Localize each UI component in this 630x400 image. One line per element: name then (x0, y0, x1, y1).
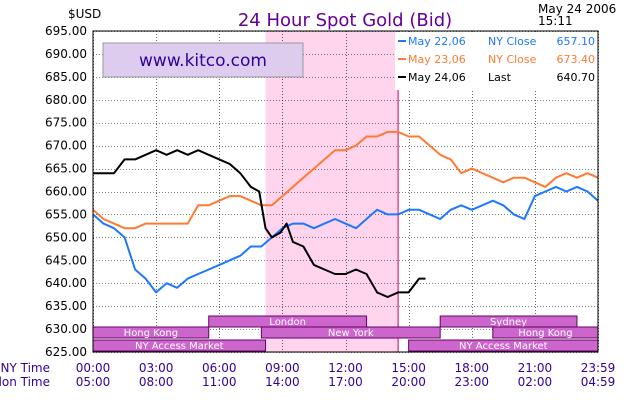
y-tick-label: 660.00 (45, 185, 87, 199)
x-tick-label: 20:00 (391, 375, 426, 389)
x-tick-label: 23:00 (454, 375, 489, 389)
ny-session-band (265, 31, 399, 352)
y-tick-label: 655.00 (45, 207, 87, 221)
x-tick-label: 03:00 (139, 361, 174, 375)
y-tick-label: 630.00 (45, 322, 87, 336)
x-tick-label: 00:00 (76, 361, 111, 375)
series-lines (92, 130, 599, 298)
plot-frame (92, 30, 599, 353)
x-tick-label: 02:00 (518, 375, 553, 389)
x-tick-label: 04:59 (581, 375, 616, 389)
x-tick-label: 11:00 (202, 375, 237, 389)
chart-title: 24 Hour Spot Gold (Bid) (238, 10, 452, 31)
series-line-may-24-06 (93, 149, 426, 298)
ny-session-shade (265, 31, 399, 352)
y-tick-label: 675.00 (45, 116, 87, 130)
y-tick-label: 695.00 (45, 24, 87, 38)
x-tick-label: 05:00 (76, 375, 111, 389)
x-tick-label: 17:00 (328, 375, 363, 389)
legend-type: NY Close (488, 53, 537, 66)
y-tick-label: 670.00 (45, 139, 87, 153)
x-tick-label: 08:00 (139, 375, 174, 389)
series-line-may-23-06 (92, 130, 599, 230)
session-label: New York (328, 328, 374, 339)
brand-box: www.kitco.com (102, 42, 304, 78)
y-tick-label: 690.00 (45, 47, 87, 61)
legend-date: May 24,06 (408, 71, 466, 84)
market-session-bars: Hong Kong London New York NY Access Market S… (92, 315, 599, 352)
legend-type: Last (488, 71, 512, 84)
brand-background (102, 42, 304, 78)
y-axis-labels: 695.00 690.00 685.00 680.00 675.00 670.00 665.… (45, 24, 87, 359)
x-tick-label: 18:00 (454, 361, 489, 375)
session-label: NY Access Market (459, 341, 548, 352)
legend: May 22,06 NY Close 657.10 May 23,06 NY Close… (395, 32, 598, 90)
x-axis-labels: NY Time 00:00 03:00 06:00 09:00 12:00 15:00 18:… (0, 361, 615, 389)
legend-type: NY Close (488, 35, 537, 48)
y-tick-label: 680.00 (45, 93, 87, 107)
session-label: Sydney (490, 317, 527, 328)
chart-time: 15:11 (538, 14, 573, 28)
legend-value: 657.10 (557, 35, 596, 48)
legend-value: 640.70 (557, 71, 596, 84)
y-tick-label: 650.00 (45, 230, 87, 244)
session-bar (260, 326, 441, 339)
session-label: Hong Kong (124, 328, 178, 339)
legend-date: May 23,06 (408, 53, 466, 66)
brand-text: www.kitco.com (139, 51, 267, 71)
legend-box (395, 32, 598, 90)
unit-label: $USD (68, 7, 101, 21)
y-tick-label: 665.00 (45, 162, 87, 176)
x-tick-label: 12:00 (328, 361, 363, 375)
grid-lines (93, 31, 599, 353)
y-tick-label: 625.00 (45, 345, 87, 359)
x-tick-label: 21:00 (518, 361, 553, 375)
x-tick-label: 06:00 (202, 361, 237, 375)
y-tick-label: 645.00 (45, 253, 87, 267)
x-row-label: London Time (0, 375, 50, 389)
x-tick-label: 23:59 (581, 361, 616, 375)
x-tick-label: 14:00 (265, 375, 300, 389)
series-line-may-22-06 (92, 185, 599, 294)
session-label: NY Access Market (135, 341, 224, 352)
y-tick-label: 635.00 (45, 299, 87, 313)
chart-date: May 24 2006 (538, 2, 616, 16)
x-tick-label: 15:00 (391, 361, 426, 375)
x-tick-label: 09:00 (265, 361, 300, 375)
legend-value: 673.40 (557, 53, 596, 66)
session-label: Hong Kong (518, 328, 572, 339)
y-tick-label: 640.00 (45, 276, 87, 290)
legend-date: May 22,06 (408, 35, 466, 48)
y-tick-label: 685.00 (45, 70, 87, 84)
session-label: London (269, 317, 306, 328)
x-row-label: NY Time (1, 361, 51, 375)
